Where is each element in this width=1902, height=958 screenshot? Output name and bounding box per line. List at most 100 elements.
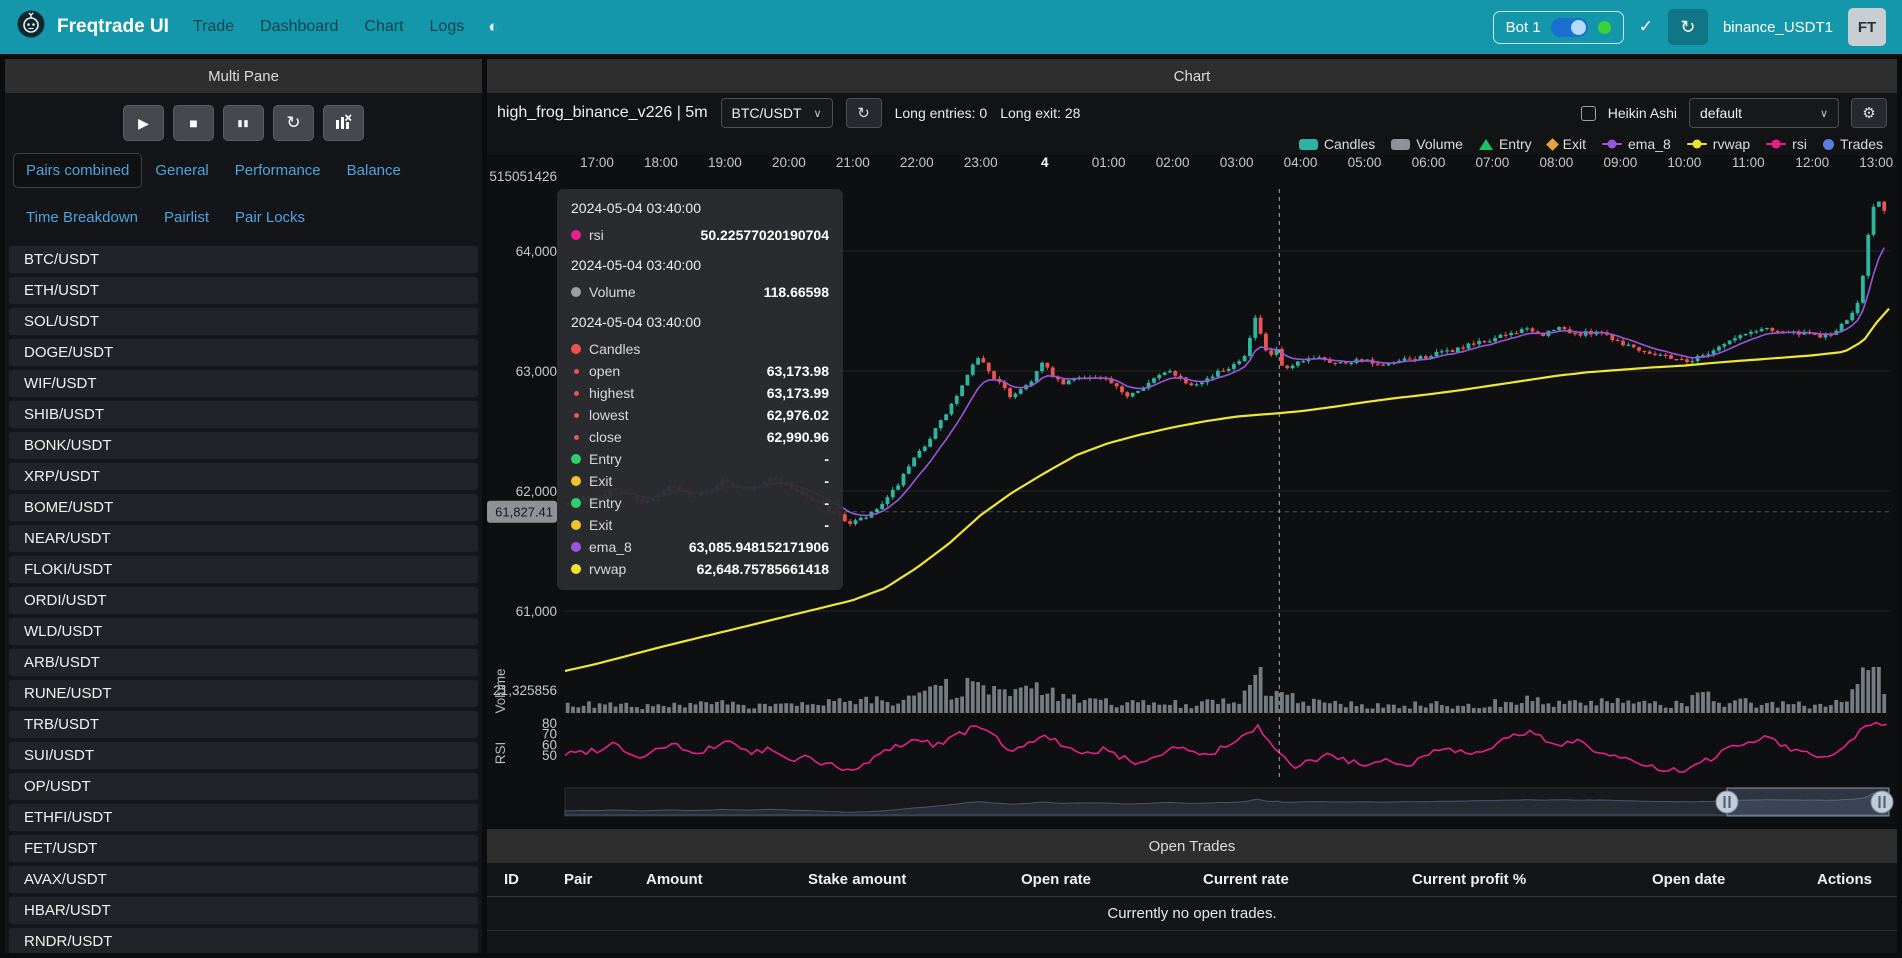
legend-item-rsi[interactable]: rsi xyxy=(1766,136,1807,152)
datazoom-handle-right[interactable] xyxy=(1870,790,1894,814)
reload-config-button[interactable]: ↻ xyxy=(273,105,314,141)
pair-list-item-near-usdt[interactable]: NEAR/USDT xyxy=(8,524,479,553)
svg-text:61,827.41: 61,827.41 xyxy=(495,505,553,520)
chart-canvas[interactable]: 64,000 63,000 62,000 61,000 17:00 18:00 19:00 2… xyxy=(487,155,1897,824)
pair-list-item-rune-usdt[interactable]: RUNE/USDT xyxy=(8,679,479,708)
pair-list: BTC/USDT ETH/USDT SOL/USDT DOGE/USDT WIF/USD… xyxy=(5,245,482,953)
bot-controls: ▶ ■ ▮▮ ↻ xyxy=(5,93,482,151)
pair-list-item-btc-usdt[interactable]: BTC/USDT xyxy=(8,245,479,274)
column-header-open-date[interactable]: Open date xyxy=(1652,871,1726,888)
pair-list-item-avax-usdt[interactable]: AVAX/USDT xyxy=(8,865,479,894)
legend-label: rsi xyxy=(1792,136,1807,152)
pair-list-item-wif-usdt[interactable]: WIF/USDT xyxy=(8,369,479,398)
tab-general[interactable]: General xyxy=(155,162,209,179)
pair-list-item-fet-usdt[interactable]: FET/USDT xyxy=(8,834,479,863)
multi-pane-tabs-row2: Time Breakdown Pairlist Pair Locks xyxy=(5,198,482,245)
legend-item-trades[interactable]: Trades xyxy=(1822,136,1883,152)
tab-pair-locks[interactable]: Pair Locks xyxy=(235,209,306,226)
column-header-id[interactable]: ID xyxy=(504,871,519,888)
plot-config-select[interactable]: default ∨ xyxy=(1689,98,1839,128)
bot-selector[interactable]: Bot 1 xyxy=(1492,10,1624,44)
right-column: Chart high_frog_binance_v226 | 5m BTC/US… xyxy=(487,59,1897,953)
theme-toggle-icon[interactable]: ◐ xyxy=(488,17,499,36)
avatar[interactable]: FT xyxy=(1848,8,1886,46)
column-header-current-rate[interactable]: Current rate xyxy=(1203,871,1289,888)
pair-list-item-op-usdt[interactable]: OP/USDT xyxy=(8,772,479,801)
pair-list-item-sui-usdt[interactable]: SUI/USDT xyxy=(8,741,479,770)
tab-performance[interactable]: Performance xyxy=(234,162,321,179)
multi-pane-panel: Multi Pane ▶ ■ ▮▮ ↻ Pairs combined Genera… xyxy=(5,59,482,953)
datazoom-selection[interactable] xyxy=(1726,787,1890,817)
pair-list-item-trb-usdt[interactable]: TRB/USDT xyxy=(8,710,479,739)
main-layout: Multi Pane ▶ ■ ▮▮ ↻ Pairs combined Genera… xyxy=(0,54,1902,958)
chart-panel: Chart high_frog_binance_v226 | 5m BTC/US… xyxy=(487,59,1897,824)
pause-button[interactable]: ▮▮ xyxy=(223,105,264,141)
pair-list-item-ethfi-usdt[interactable]: ETHFI/USDT xyxy=(8,803,479,832)
pair-list-item-bome-usdt[interactable]: BOME/USDT xyxy=(8,493,479,522)
chart-axes: 64,000 63,000 62,000 61,000 17:00 18:00 19:00 2… xyxy=(489,155,1893,764)
svg-text:07:00: 07:00 xyxy=(1476,155,1510,170)
legend-item-candles[interactable]: Candles xyxy=(1298,136,1375,152)
legend-item-ema-8[interactable]: ema_8 xyxy=(1601,136,1671,152)
svg-text:17:00: 17:00 xyxy=(580,155,614,170)
chart-refresh-button[interactable]: ↻ xyxy=(845,98,882,128)
pair-list-item-wld-usdt[interactable]: WLD/USDT xyxy=(8,617,479,646)
tab-balance[interactable]: Balance xyxy=(346,162,401,179)
start-button[interactable]: ▶ xyxy=(123,105,164,141)
exchange-label: binance_USDT1 xyxy=(1722,18,1833,36)
legend-item-entry[interactable]: Entry xyxy=(1478,136,1532,152)
forceexit-button[interactable] xyxy=(323,105,364,141)
tab-time-breakdown[interactable]: Time Breakdown xyxy=(26,209,138,226)
pair-list-item-doge-usdt[interactable]: DOGE/USDT xyxy=(8,338,479,367)
svg-text:80: 80 xyxy=(542,716,557,731)
pair-list-item-eth-usdt[interactable]: ETH/USDT xyxy=(8,276,479,305)
nav-link-logs[interactable]: Logs xyxy=(429,18,465,35)
multi-pane-header: Multi Pane xyxy=(5,59,482,93)
column-header-open-rate[interactable]: Open rate xyxy=(1021,871,1092,888)
nav-link-trade[interactable]: Trade xyxy=(192,18,235,35)
bot-toggle[interactable] xyxy=(1550,17,1588,37)
svg-text:03:00: 03:00 xyxy=(1220,155,1254,170)
candles-marker-icon xyxy=(1298,138,1318,150)
refresh-button[interactable]: ↻ xyxy=(1667,9,1708,45)
price-pointer-label xyxy=(487,500,557,523)
pause-icon: ▮▮ xyxy=(237,117,250,128)
column-header-amount[interactable]: Amount xyxy=(646,871,703,888)
svg-text:23:00: 23:00 xyxy=(964,155,998,170)
svg-text:RSI: RSI xyxy=(493,742,508,765)
pair-list-item-floki-usdt[interactable]: FLOKI/USDT xyxy=(8,555,479,584)
datazoom-navigator[interactable] xyxy=(564,787,1894,817)
legend-item-volume[interactable]: Volume xyxy=(1391,136,1463,152)
datazoom-handle-left[interactable] xyxy=(1715,790,1739,814)
column-header-current-profit[interactable]: Current profit % xyxy=(1412,871,1527,888)
pair-list-item-arb-usdt[interactable]: ARB/USDT xyxy=(8,648,479,677)
tab-pairs-combined[interactable]: Pairs combined xyxy=(13,153,143,188)
svg-text:10:00: 10:00 xyxy=(1667,155,1701,170)
tab-pairlist[interactable]: Pairlist xyxy=(164,209,210,226)
column-header-actions[interactable]: Actions xyxy=(1817,871,1873,888)
pair-list-item-shib-usdt[interactable]: SHIB/USDT xyxy=(8,400,479,429)
pair-list-item-bonk-usdt[interactable]: BONK/USDT xyxy=(8,431,479,460)
legend-item-rvwap[interactable]: rvwap xyxy=(1686,136,1750,152)
pair-list-item-xrp-usdt[interactable]: XRP/USDT xyxy=(8,462,479,491)
svg-text:06:00: 06:00 xyxy=(1412,155,1446,170)
pair-select[interactable]: BTC/USDT ∨ xyxy=(720,98,833,128)
rvwap-line xyxy=(564,307,1890,673)
toggle-knob xyxy=(1570,19,1586,35)
legend-label: Trades xyxy=(1839,136,1883,152)
plot-settings-button[interactable]: ⚙ xyxy=(1851,98,1887,128)
svg-text:21:00: 21:00 xyxy=(836,155,870,170)
stop-button[interactable]: ■ xyxy=(173,105,214,141)
pair-list-item-sol-usdt[interactable]: SOL/USDT xyxy=(8,307,479,336)
legend-item-exit[interactable]: Exit xyxy=(1545,136,1586,152)
nav-link-dashboard[interactable]: Dashboard xyxy=(260,18,339,35)
svg-text:01:00: 01:00 xyxy=(1092,155,1126,170)
column-header-pair[interactable]: Pair xyxy=(564,871,593,888)
pair-list-item-ordi-usdt[interactable]: ORDI/USDT xyxy=(8,586,479,615)
pair-list-item-hbar-usdt[interactable]: HBAR/USDT xyxy=(8,896,479,925)
column-header-stake-amount[interactable]: Stake amount xyxy=(808,871,907,888)
navbar: Freqtrade UI Trade Dashboard Chart Logs ◐ B… xyxy=(0,0,1902,54)
pair-list-item-rndr-usdt[interactable]: RNDR/USDT xyxy=(8,927,479,953)
heikin-ashi-checkbox[interactable] xyxy=(1580,105,1596,121)
nav-link-chart[interactable]: Chart xyxy=(364,18,404,35)
